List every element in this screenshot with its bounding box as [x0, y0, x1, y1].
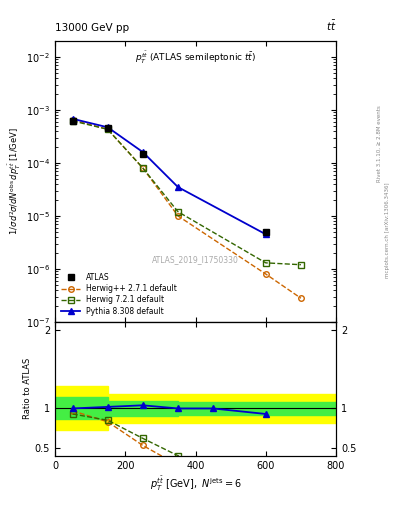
Text: $p_T^{t\bar{t}}$ (ATLAS semileptonic $t\bar{t}$): $p_T^{t\bar{t}}$ (ATLAS semileptonic $t\… — [135, 49, 256, 66]
Text: Rivet 3.1.10, ≥ 2.8M events: Rivet 3.1.10, ≥ 2.8M events — [377, 105, 382, 182]
Bar — [55, 387, 108, 431]
Text: 13000 GeV pp: 13000 GeV pp — [55, 23, 129, 33]
Text: ATLAS_2019_I1750330: ATLAS_2019_I1750330 — [152, 255, 239, 265]
Bar — [55, 397, 108, 419]
Bar — [178, 394, 336, 422]
Bar — [178, 402, 336, 415]
Y-axis label: Ratio to ATLAS: Ratio to ATLAS — [23, 358, 32, 419]
Y-axis label: $1/\sigma\,d^2\!\sigma/dN^\mathrm{obs}\,dp^{t\bar{t}}_{T}\ [\mathrm{1/GeV}]$: $1/\sigma\,d^2\!\sigma/dN^\mathrm{obs}\,… — [7, 127, 23, 236]
X-axis label: $p^{t\bar{t}}_{T}\ [\mathrm{GeV}],\ N^{\mathrm{jets}} = 6$: $p^{t\bar{t}}_{T}\ [\mathrm{GeV}],\ N^{\… — [150, 475, 241, 493]
Text: $t\bar{t}$: $t\bar{t}$ — [325, 19, 336, 33]
Bar — [108, 400, 178, 416]
Bar — [108, 394, 178, 422]
Legend: ATLAS, Herwig++ 2.7.1 default, Herwig 7.2.1 default, Pythia 8.308 default: ATLAS, Herwig++ 2.7.1 default, Herwig 7.… — [59, 271, 180, 318]
Text: mcplots.cern.ch [arXiv:1306.3436]: mcplots.cern.ch [arXiv:1306.3436] — [385, 183, 389, 278]
